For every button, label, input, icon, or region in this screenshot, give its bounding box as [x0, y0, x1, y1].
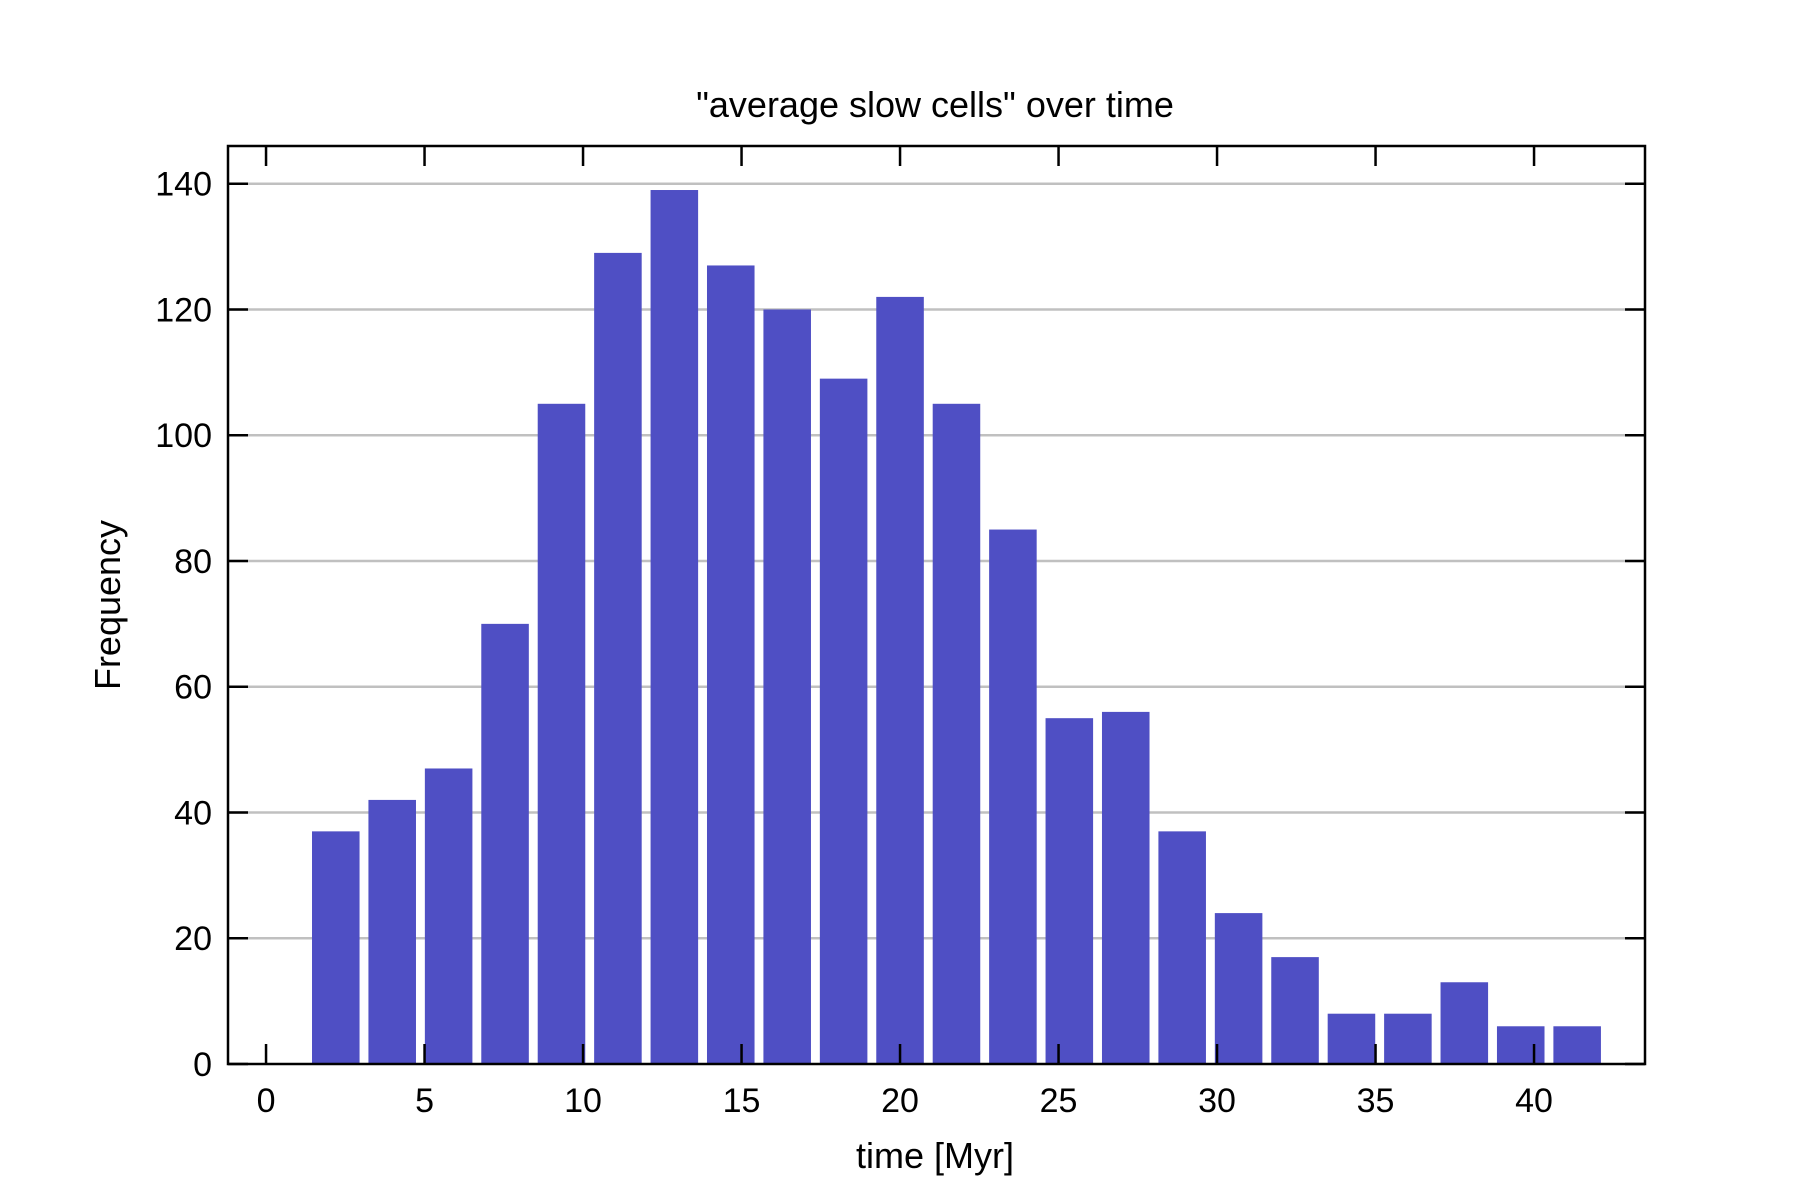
bars — [312, 190, 1601, 1065]
bar-18 — [1327, 1013, 1376, 1064]
x-tick-label-5: 5 — [415, 1082, 434, 1120]
bar-6 — [650, 190, 699, 1065]
chart-title: "average slow cells" over time — [696, 84, 1174, 125]
y-tick-label-60: 60 — [174, 669, 212, 707]
bar-7 — [706, 265, 755, 1064]
bar-22 — [1553, 1026, 1601, 1064]
y-axis-label: Frequency — [87, 520, 128, 690]
y-tick-label-100: 100 — [155, 417, 212, 455]
x-tick-label-35: 35 — [1357, 1082, 1395, 1120]
bar-11 — [932, 403, 981, 1064]
bar-19 — [1384, 1013, 1432, 1064]
x-tick-label-40: 40 — [1515, 1082, 1553, 1120]
y-tick-label-140: 140 — [155, 166, 212, 204]
y-tick-label-120: 120 — [155, 291, 212, 329]
bar-2 — [424, 768, 473, 1064]
bar-9 — [819, 378, 868, 1065]
x-tick-label-0: 0 — [257, 1082, 276, 1120]
x-tick-label-30: 30 — [1198, 1082, 1236, 1120]
bar-4 — [537, 403, 586, 1064]
bar-20 — [1440, 982, 1489, 1064]
x-tick-label-25: 25 — [1040, 1082, 1078, 1120]
y-tick-label-40: 40 — [174, 794, 212, 832]
y-tick-label-0: 0 — [193, 1046, 212, 1084]
bar-14 — [1101, 711, 1150, 1064]
x-tick-label-10: 10 — [564, 1082, 602, 1120]
bar-16 — [1214, 913, 1263, 1064]
bar-17 — [1271, 957, 1319, 1064]
axis-ticks — [228, 146, 1645, 1066]
y-tick-label-20: 20 — [174, 920, 212, 958]
bar-1 — [368, 799, 416, 1064]
bar-5 — [594, 252, 642, 1065]
x-tick-label-20: 20 — [881, 1082, 919, 1120]
y-tick-label-80: 80 — [174, 543, 212, 581]
plot-frame — [226, 144, 1647, 1066]
x-tick-label-15: 15 — [723, 1082, 761, 1120]
tick-labels: 0 5 10 15 20 25 30 35 40 0 20 40 60 80 100 120 140 — [155, 166, 1553, 1120]
bar-21 — [1496, 1026, 1545, 1064]
bar-3 — [481, 623, 529, 1064]
bar-15 — [1158, 831, 1206, 1064]
bar-0 — [312, 831, 360, 1064]
bar-10 — [876, 296, 924, 1064]
x-axis-label: time [Myr] — [856, 1135, 1014, 1176]
bar-12 — [989, 529, 1037, 1064]
bar-13 — [1045, 718, 1094, 1064]
bar-8 — [763, 309, 811, 1064]
